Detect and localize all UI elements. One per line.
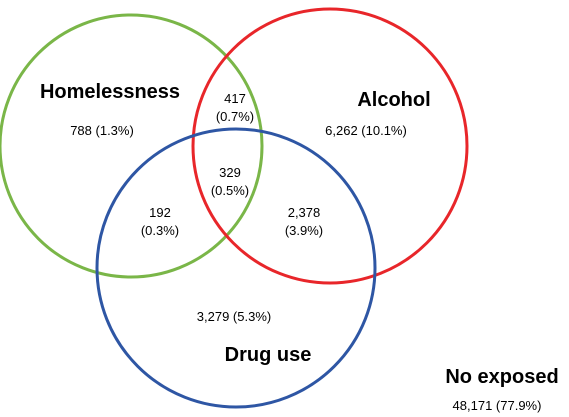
alcohol-drug-use-count: 2,378 — [288, 205, 321, 220]
drug-use-label: Drug use — [225, 344, 312, 366]
drug-use-only-value: 3,279 (5.3%) — [197, 309, 271, 324]
homelessness-drug-use-pct: (0.3%) — [141, 223, 179, 238]
homelessness-alcohol-count: 417 — [224, 91, 246, 106]
all-three-count: 329 — [219, 165, 241, 180]
alcohol-circle — [191, 7, 469, 285]
alcohol-label: Alcohol — [357, 89, 430, 111]
homelessness-only-value: 788 (1.3%) — [70, 123, 134, 138]
homelessness-label: Homelessness — [40, 81, 180, 103]
alcohol-drug-use-pct: (3.9%) — [285, 223, 323, 238]
no-exposed-label: No exposed — [445, 366, 558, 388]
alcohol-only-value: 6,262 (10.1%) — [325, 123, 407, 138]
homelessness-circle — [0, 13, 264, 279]
all-three-pct: (0.5%) — [211, 183, 249, 198]
no-exposed-value: 48,171 (77.9%) — [453, 398, 542, 413]
homelessness-alcohol-pct: (0.7%) — [216, 109, 254, 124]
homelessness-drug-use-count: 192 — [149, 205, 171, 220]
drug-use-circle — [95, 127, 377, 409]
